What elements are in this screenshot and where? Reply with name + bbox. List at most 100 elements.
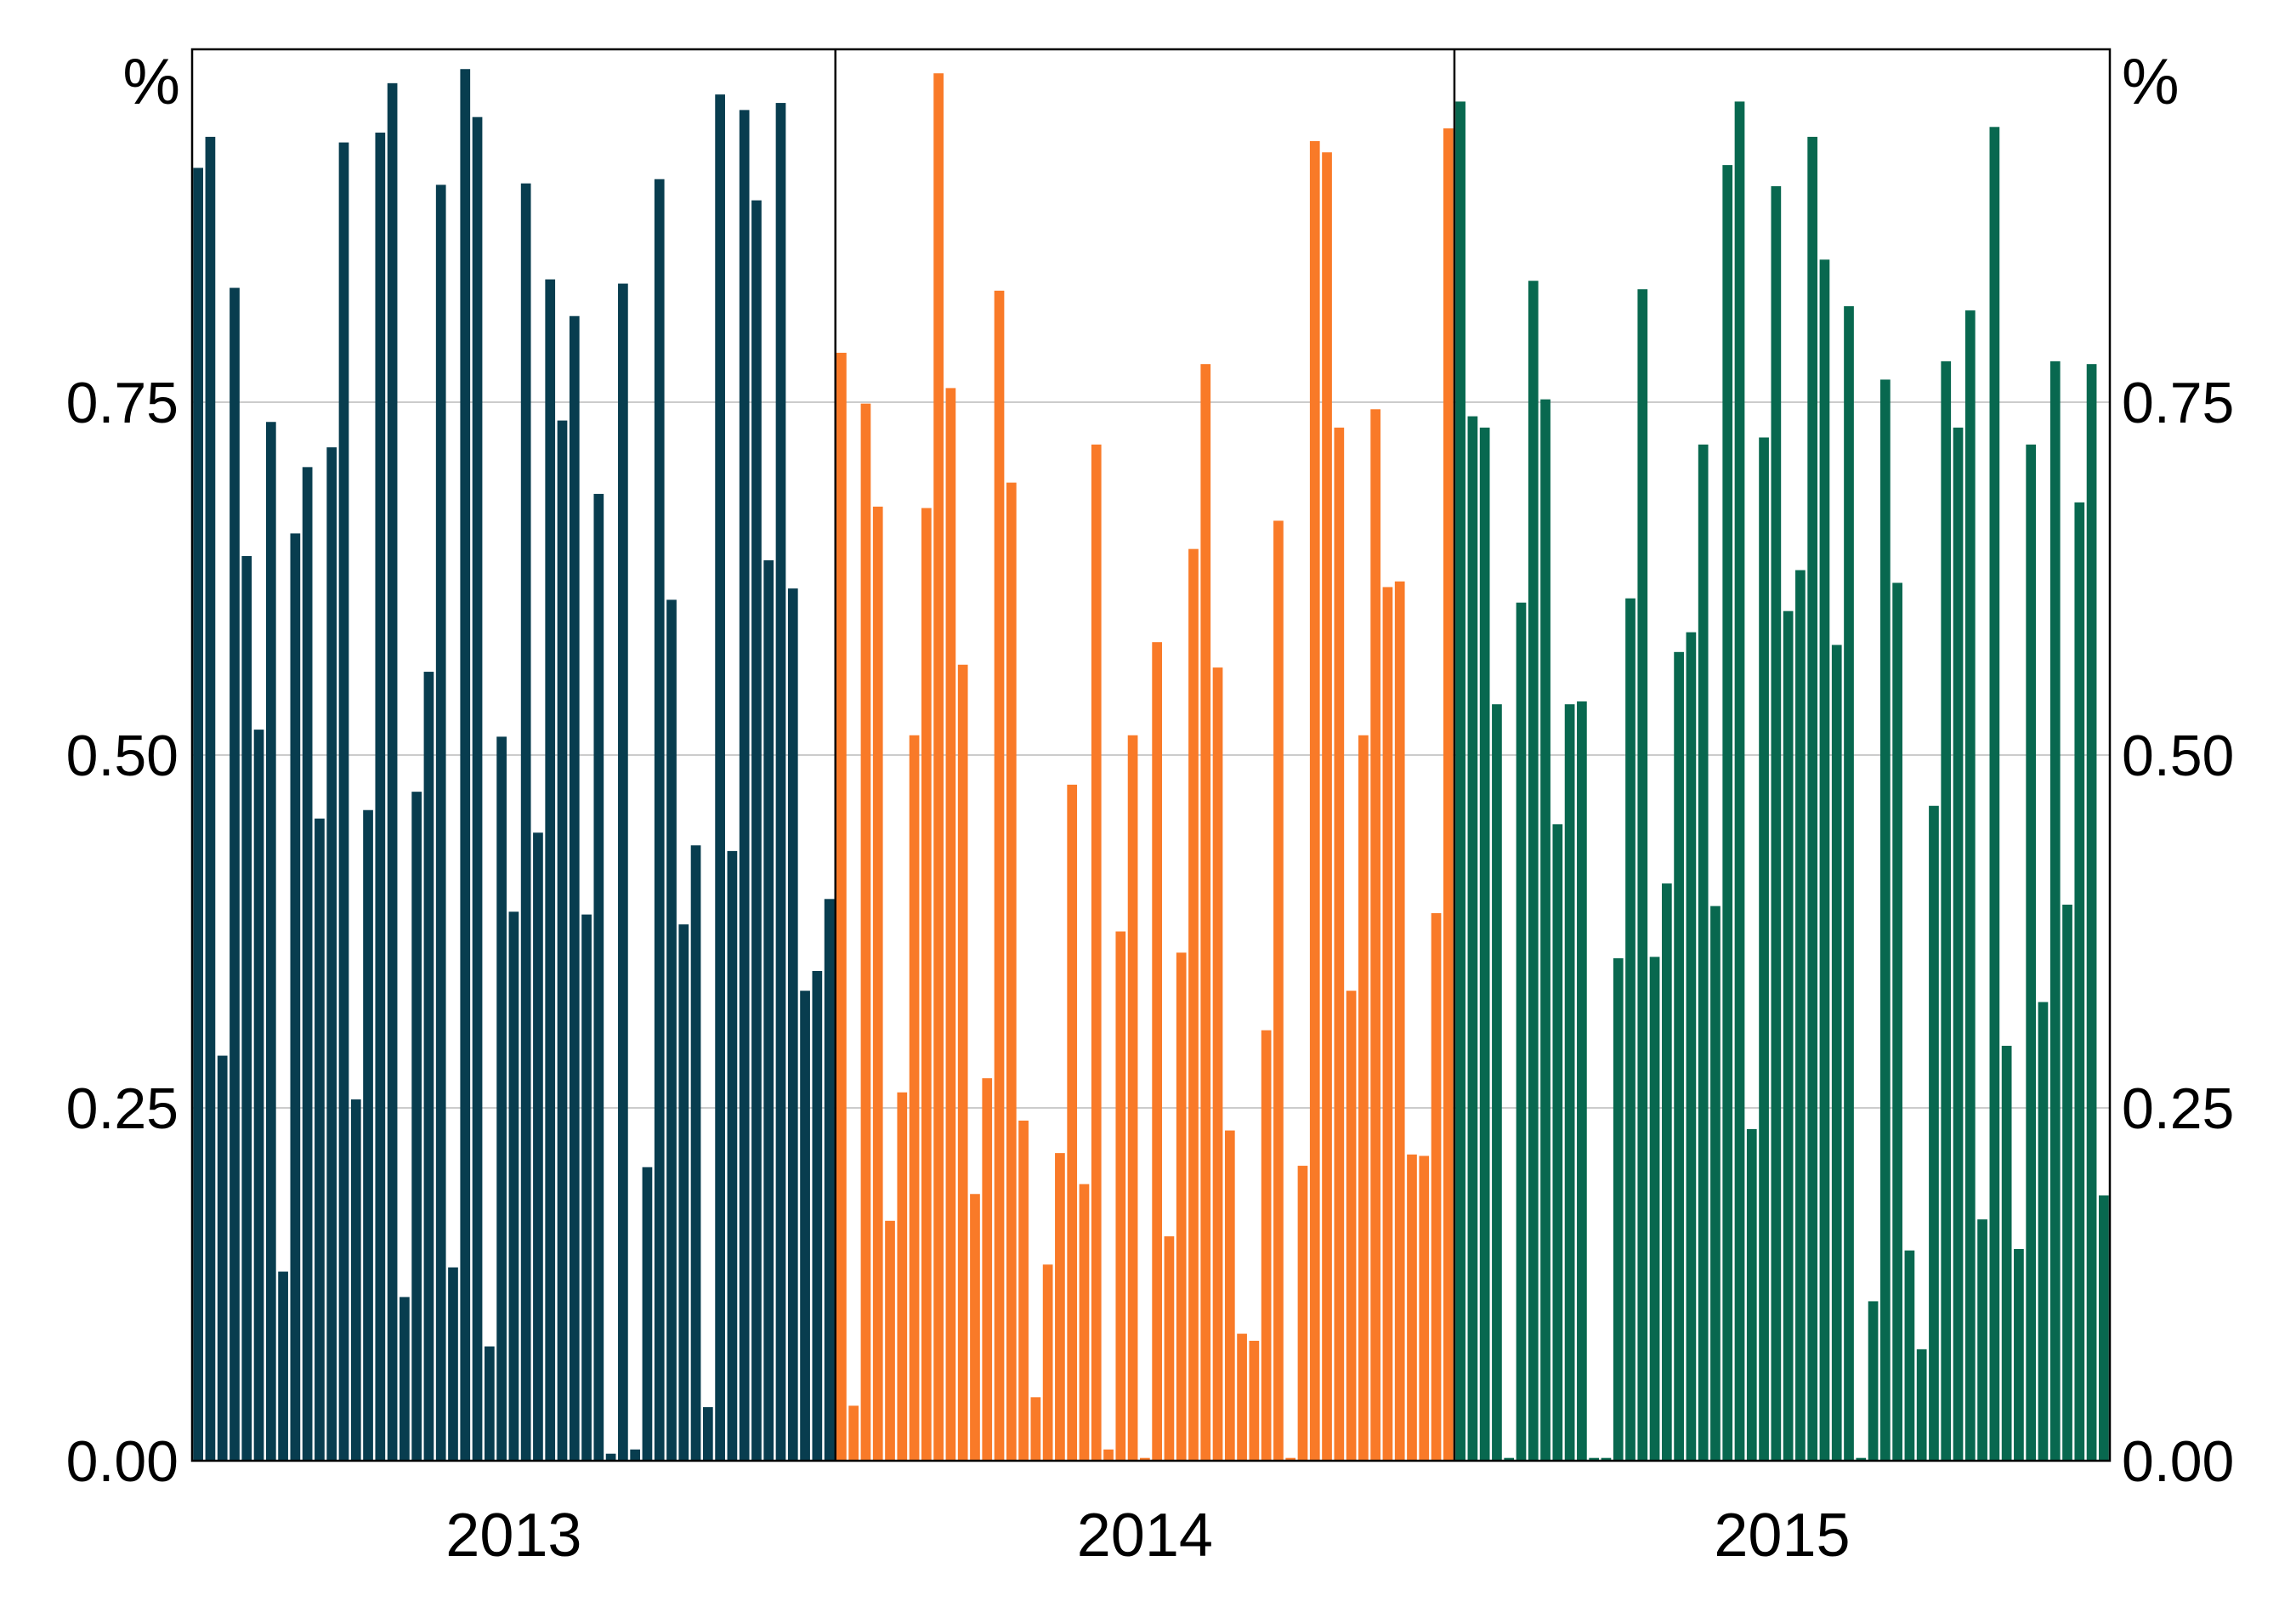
bar-2013-39 [666,599,677,1461]
bar-2013-31 [569,315,580,1461]
bar-2013-44 [727,850,738,1461]
bar-2015-32 [1844,306,1854,1461]
bar-2015-33 [1856,1457,1867,1461]
bar-2013-41 [690,845,701,1461]
bar-2015-39 [1929,805,1939,1461]
bar-2013-19 [423,672,434,1461]
y-tick-label-right-1: 0.25 [2122,1076,2234,1141]
bar-2013-47 [763,559,774,1462]
bar-2015-9 [1564,704,1575,1461]
bar-2014-26 [1152,642,1162,1461]
series-2014 [836,73,1454,1462]
bar-2015-23 [1734,101,1745,1461]
bar-2015-50 [2062,904,2072,1461]
y-axis-right: 0.00 0.25 0.50 0.75 [2122,371,2234,1494]
bar-2015-38 [1916,1349,1927,1461]
bar-2013-10 [315,818,325,1461]
bar-2014-4 [885,1220,895,1461]
bar-2014-39 [1309,140,1320,1461]
bar-2015-6 [1528,281,1539,1461]
y-unit-label-right: % [2122,46,2180,118]
bar-2014-42 [1346,991,1357,1461]
bar-2015-48 [2038,1002,2049,1461]
bar-2014-8 [933,73,944,1462]
series-2015 [1455,101,2109,1462]
bar-2014-3 [872,506,883,1461]
bar-2015-53 [2099,1195,2109,1461]
bar-2015-25 [1759,437,1769,1461]
bar-2014-27 [1164,1236,1175,1461]
bar-2015-18 [1674,651,1684,1461]
bar-2015-24 [1746,1128,1757,1461]
bar-2015-12 [1601,1457,1612,1461]
bar-2013-30 [557,420,568,1462]
bar-2014-22 [1103,1449,1114,1461]
bar-2014-46 [1394,581,1405,1461]
bar-2013-2 [217,1055,228,1461]
bar-2014-23 [1115,931,1126,1461]
bar-2015-42 [1964,310,1976,1462]
bar-2014-30 [1200,364,1211,1462]
bar-2013-12 [338,142,349,1461]
bar-2015-36 [1892,582,1902,1461]
bar-2013-13 [350,1099,361,1461]
bar-2014-19 [1067,784,1078,1461]
bar-2014-2 [860,403,871,1461]
bar-2015-46 [2014,1249,2024,1461]
y-unit-label-left: % [122,46,180,118]
bar-2013-32 [581,914,592,1461]
bar-2014-44 [1370,409,1381,1461]
bar-2014-6 [909,735,920,1461]
year-dividers [834,49,1456,1461]
bar-2013-29 [545,279,556,1462]
bar-2015-8 [1552,824,1563,1461]
bar-2014-37 [1285,1457,1296,1461]
bar-2013-18 [411,792,422,1461]
bar-2015-35 [1879,379,1891,1462]
bar-2015-1 [1467,416,1478,1462]
bar-2014-47 [1407,1154,1417,1461]
bar-2014-11 [970,1194,980,1461]
bar-2013-33 [593,493,604,1461]
bar-2014-0 [836,352,847,1461]
bar-2015-14 [1625,598,1636,1461]
bar-2013-35 [618,283,628,1461]
plot-frame [190,48,2112,1462]
bar-2013-17 [400,1297,410,1461]
bar-2014-31 [1212,667,1223,1461]
bar-2013-34 [605,1453,616,1461]
bar-2013-21 [448,1267,458,1461]
bar-2014-41 [1334,427,1345,1461]
bar-2014-36 [1273,520,1284,1462]
bar-2015-0 [1455,101,1465,1461]
bar-2015-19 [1686,632,1697,1461]
bar-2013-48 [775,103,786,1462]
bar-2013-4 [241,555,252,1462]
bar-2014-12 [982,1078,993,1461]
bars [193,69,2109,1462]
bar-2014-20 [1079,1184,1090,1461]
bar-2013-49 [787,588,798,1461]
bar-2015-2 [1479,427,1490,1461]
bar-2013-28 [533,832,543,1461]
bar-2014-40 [1322,152,1332,1462]
bar-2015-7 [1540,399,1551,1462]
bar-2015-31 [1831,645,1842,1461]
bar-2014-33 [1237,1333,1247,1461]
bar-2015-43 [1977,1219,1987,1461]
bar-2014-7 [921,508,932,1461]
x-axis-year-labels: 2013 2014 2015 [445,1502,1850,1570]
bar-2013-22 [460,69,471,1462]
bar-2014-25 [1140,1457,1150,1461]
bar-2014-13 [994,290,1005,1461]
bar-2013-0 [193,168,203,1462]
bar-2014-10 [957,664,968,1461]
bar-2015-34 [1868,1301,1879,1461]
bar-2014-24 [1127,735,1138,1461]
bar-2013-9 [302,467,313,1461]
bar-2015-40 [1941,361,1952,1461]
bar-2015-52 [2086,364,2097,1462]
bar-2015-37 [1904,1250,1915,1461]
bar-2013-7 [278,1271,288,1461]
